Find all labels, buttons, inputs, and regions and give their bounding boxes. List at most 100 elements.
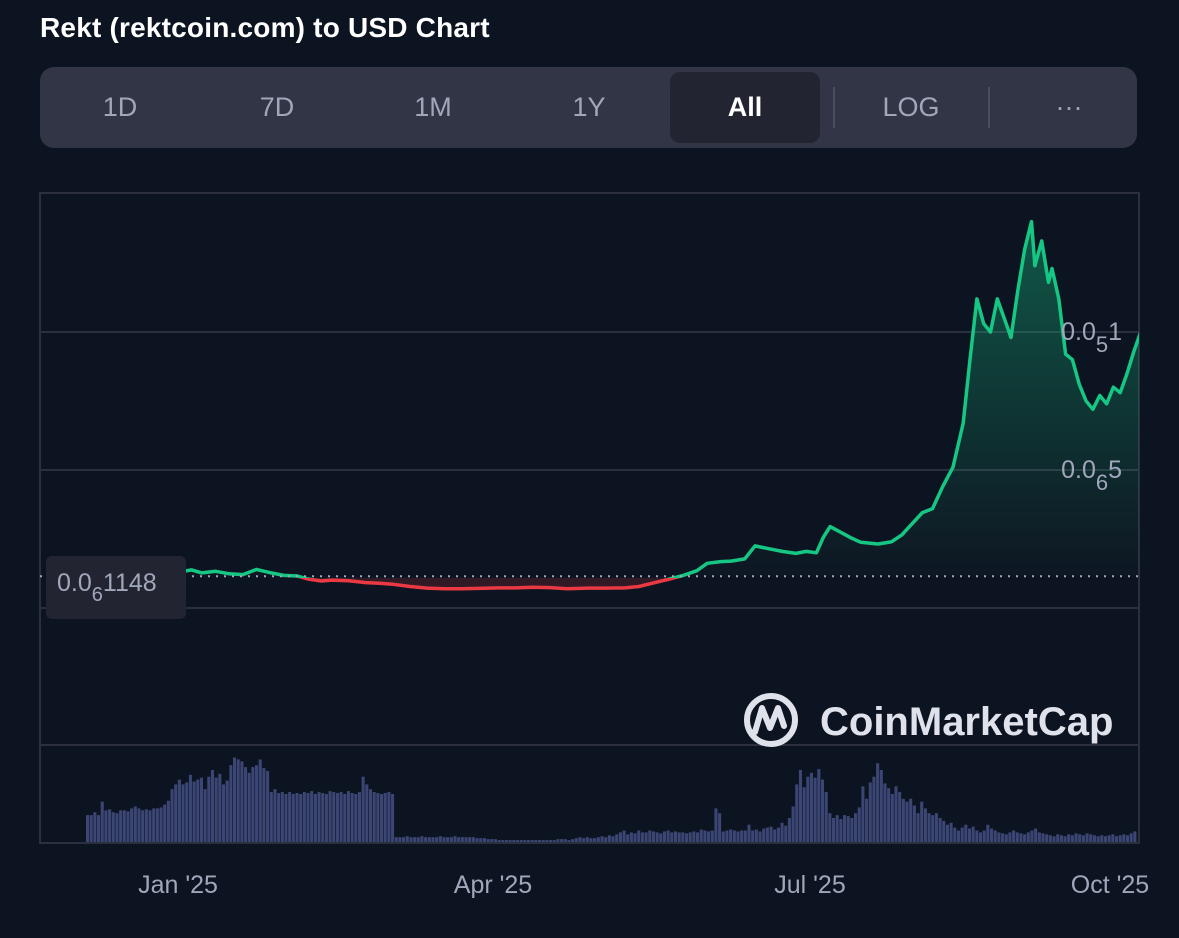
volume-bar — [883, 783, 887, 842]
x-tick-label: Oct '25 — [1071, 871, 1149, 899]
tab-1m[interactable]: 1M — [414, 92, 452, 122]
volume-bar — [776, 827, 780, 842]
tab-7d[interactable]: 7D — [259, 92, 295, 122]
volume-bar — [313, 794, 317, 842]
volume-bar — [486, 839, 490, 842]
volume-bar — [563, 839, 567, 842]
volume-bar — [729, 829, 733, 842]
volume-bar — [798, 770, 802, 842]
more-options-button[interactable]: ··· — [1055, 92, 1083, 122]
tab-1d[interactable]: 1D — [102, 92, 138, 122]
volume-bar — [1129, 833, 1133, 842]
volume-bar — [802, 787, 806, 842]
volume-bar — [424, 837, 428, 842]
y-tick-label: 0.065 — [1061, 456, 1122, 495]
volume-bar — [104, 810, 108, 842]
volume-bar — [346, 791, 350, 842]
volume-bar — [831, 818, 836, 842]
volume-bar — [255, 765, 259, 842]
volume-bar — [482, 838, 486, 842]
volume-bar — [1081, 835, 1085, 842]
volume-bar — [718, 813, 722, 842]
volume-bar — [229, 765, 233, 842]
volume-bar — [295, 793, 299, 842]
volume-bar — [523, 840, 527, 842]
volume-bar — [773, 829, 777, 842]
volume-bar — [405, 836, 409, 842]
volume-bar — [210, 770, 215, 842]
volume-bar — [780, 822, 784, 842]
volume-bar — [1008, 832, 1012, 842]
volume-bar — [747, 824, 751, 842]
tab-all[interactable]: All — [670, 72, 820, 143]
volume-bar — [339, 792, 343, 842]
volume-bar — [850, 818, 854, 842]
volume-bar — [368, 789, 373, 842]
volume-bar — [710, 830, 714, 842]
tab-log[interactable]: LOG — [882, 92, 940, 122]
volume-bar — [637, 830, 641, 842]
volume-bar — [199, 777, 203, 842]
volume-bar — [137, 808, 141, 842]
volume-bar — [898, 792, 902, 842]
y-axis-labels: 0.051 0.065 — [1061, 318, 1122, 495]
volume-bar — [244, 767, 248, 842]
volume-bar — [111, 812, 115, 842]
volume-bar — [982, 830, 986, 842]
volume-bar — [956, 830, 960, 842]
volume-bar — [920, 801, 924, 842]
x-tick-label: Jan '25 — [138, 871, 218, 899]
volume-bar — [490, 839, 494, 842]
volume-bar — [493, 839, 497, 842]
volume-bar — [335, 793, 339, 842]
volume-bar — [990, 828, 994, 842]
volume-bar — [100, 801, 104, 842]
volume-bar — [1111, 834, 1115, 842]
x-axis-labels: Jan '25 Apr '25 Jul '25 Oct '25 — [138, 871, 1149, 899]
range-toolbar: 1D 7D 1M 1Y All LOG ··· — [40, 67, 1137, 148]
volume-bar — [740, 830, 744, 842]
volume-bar — [299, 794, 303, 842]
volume-bar — [240, 761, 244, 842]
volume-bar — [357, 792, 362, 842]
volume-bar — [501, 840, 505, 842]
volume-bar — [1070, 835, 1074, 842]
volume-bar — [188, 774, 192, 842]
toolbar-divider — [988, 87, 990, 128]
volume-bar — [174, 784, 178, 842]
volume-bar — [545, 840, 549, 842]
volume-bar — [828, 813, 832, 842]
volume-bar — [567, 840, 571, 842]
toolbar-divider — [833, 87, 835, 128]
tab-1y[interactable]: 1Y — [572, 92, 606, 122]
volume-bar — [170, 789, 174, 842]
volume-bar — [677, 832, 681, 842]
volume-bar — [868, 782, 872, 842]
volume-bar — [839, 818, 843, 842]
volume-bar — [379, 794, 384, 842]
volume-bar — [923, 808, 927, 842]
volume-bar — [269, 792, 273, 842]
volume-bar — [453, 836, 457, 842]
volume-bar — [633, 833, 637, 842]
volume-bar — [1026, 832, 1030, 842]
volume-bar — [402, 837, 406, 842]
volume-bar — [1019, 833, 1023, 842]
volume-bar — [108, 809, 112, 842]
volume-bar — [350, 793, 354, 842]
volume-bar — [130, 808, 134, 842]
volume-bar — [703, 830, 707, 842]
volume-bar — [762, 828, 766, 842]
volume-bar — [144, 809, 148, 842]
current-price-label: 0.061148 — [57, 569, 157, 606]
volume-bar — [571, 839, 575, 842]
volume-bar — [659, 833, 663, 842]
volume-bar — [879, 770, 883, 842]
coinmarketcap-watermark: CoinMarketCap — [744, 693, 1113, 747]
volume-bar — [1023, 834, 1027, 842]
x-tick-label: Apr '25 — [454, 871, 532, 899]
volume-bar — [1107, 835, 1111, 842]
volume-bar — [115, 813, 119, 842]
volume-bar — [685, 833, 689, 842]
